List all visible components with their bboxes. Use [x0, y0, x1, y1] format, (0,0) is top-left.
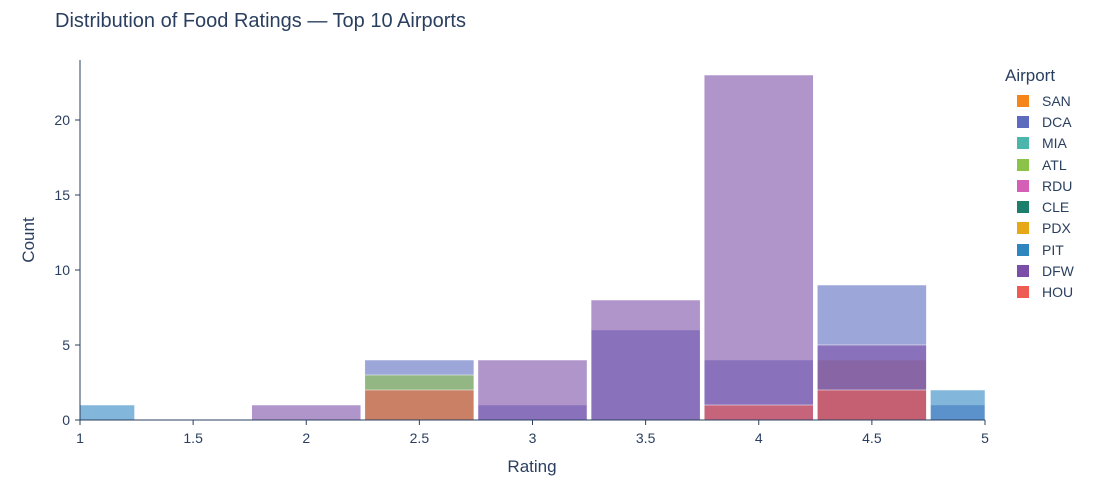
legend-item-dca[interactable]: DCA — [1005, 111, 1074, 132]
x-tick-label: 1.5 — [183, 430, 203, 446]
y-tick-label: 10 — [54, 262, 70, 278]
legend-swatch — [1017, 286, 1029, 299]
legend-item-atl[interactable]: ATL — [1005, 154, 1074, 175]
x-tick-label: 5 — [981, 430, 989, 446]
bar-dfw-bin-3[interactable] — [477, 359, 588, 421]
legend-label: PIT — [1042, 241, 1064, 258]
bar-hou-bin-6[interactable] — [817, 389, 927, 421]
legend-swatch — [1017, 222, 1029, 235]
legend-item-pdx[interactable]: PDX — [1005, 218, 1074, 239]
bar-hou-bin-5[interactable] — [703, 404, 814, 421]
bar-dfw-bin-4[interactable] — [590, 299, 701, 421]
bars-layer — [79, 74, 986, 421]
x-tick-label: 4.5 — [862, 430, 882, 446]
legend-item-san[interactable]: SAN — [1005, 90, 1074, 111]
legend-items: SAN DCA MIA ATL RDU CLE PDX PIT DFW HOU — [1005, 90, 1074, 303]
legend-title: Airport — [1005, 66, 1056, 85]
legend-item-cle[interactable]: CLE — [1005, 196, 1074, 217]
legend-item-pit[interactable]: PIT — [1005, 239, 1074, 260]
x-tick-label: 1 — [76, 430, 84, 446]
legend: Airport SAN DCA MIA ATL RDU CLE PDX PIT DFW HOU — [1005, 66, 1074, 303]
legend-label: MIA — [1042, 135, 1067, 152]
legend-item-mia[interactable]: MIA — [1005, 133, 1074, 154]
bar-pit-bin-7[interactable] — [930, 389, 986, 421]
legend-item-rdu[interactable]: RDU — [1005, 175, 1074, 196]
x-ticks-layer: 1 1.5 2 2.5 3 3.5 4 4.5 5 — [76, 420, 989, 446]
legend-swatch — [1017, 158, 1029, 171]
legend-label: HOU — [1042, 284, 1074, 301]
legend-label: SAN — [1042, 92, 1071, 109]
x-tick-label: 4 — [755, 430, 763, 446]
legend-label: PDX — [1042, 220, 1071, 237]
bar-dfw-bin-1[interactable] — [251, 404, 362, 421]
x-tick-label: 2.5 — [410, 430, 430, 446]
legend-swatch — [1017, 115, 1029, 128]
legend-swatch — [1017, 243, 1029, 256]
y-tick-label: 20 — [54, 112, 70, 128]
legend-swatch — [1017, 265, 1029, 278]
bar-dfw-bin-5[interactable] — [703, 74, 814, 421]
legend-swatch — [1017, 94, 1029, 107]
legend-swatch — [1017, 179, 1029, 192]
bar-pit-bin-0[interactable] — [79, 404, 135, 421]
legend-label: CLE — [1042, 199, 1070, 216]
legend-label: DFW — [1042, 263, 1074, 280]
x-tick-label: 3.5 — [636, 430, 656, 446]
legend-label: DCA — [1042, 113, 1072, 130]
x-tick-label: 2 — [302, 430, 310, 446]
x-axis-title: Rating — [507, 457, 556, 476]
x-tick-label: 3 — [529, 430, 537, 446]
chart-title: Distribution of Food Ratings — Top 10 Ai… — [55, 10, 466, 32]
y-ticks-layer: 0 5 10 15 20 — [54, 112, 80, 428]
legend-label: ATL — [1042, 156, 1067, 173]
legend-item-hou[interactable]: HOU — [1005, 282, 1074, 303]
y-tick-label: 15 — [54, 187, 70, 203]
legend-item-dfw[interactable]: DFW — [1005, 260, 1074, 281]
legend-label: RDU — [1042, 177, 1073, 194]
legend-swatch — [1017, 137, 1029, 150]
y-tick-label: 0 — [62, 412, 70, 428]
y-tick-label: 5 — [62, 337, 70, 353]
bar-hou-bin-2[interactable] — [364, 389, 475, 421]
y-axis-title: Count — [19, 217, 38, 263]
legend-swatch — [1017, 201, 1029, 214]
